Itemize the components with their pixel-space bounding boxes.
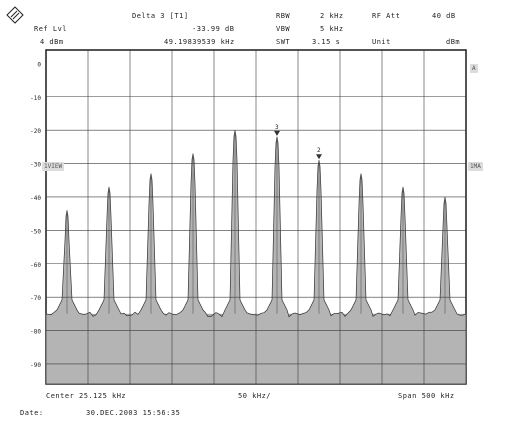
rbw-value: 2 kHz <box>320 12 344 20</box>
y-tick-label: -60 <box>30 262 41 269</box>
rohde-schwarz-logo-icon <box>6 6 24 24</box>
side-tag-1ma: 1MA <box>468 162 483 171</box>
unit-value: dBm <box>446 38 461 46</box>
marker-title: Delta 3 [T1] <box>132 12 189 20</box>
marker-3-icon <box>274 130 280 136</box>
y-tick-label: -50 <box>30 228 41 235</box>
delta-frequency: 49.19839539 kHz <box>164 38 235 46</box>
swt-label: SWT <box>276 38 291 46</box>
rbw-label: RBW <box>276 12 291 20</box>
y-tick-label: -10 <box>30 95 41 102</box>
marker-2-icon <box>316 154 322 160</box>
rf-att-value: 40 dB <box>432 12 456 20</box>
date-label: Date: <box>20 409 44 417</box>
ref-lvl-label: Ref Lvl <box>34 25 68 33</box>
y-tick-label: -40 <box>30 195 41 202</box>
center-frequency: Center 25.125 kHz <box>46 392 127 400</box>
frequency-per-division: 50 kHz/ <box>238 392 272 400</box>
marker-2-label: 2 <box>317 147 321 154</box>
span: Span 500 kHz <box>398 392 455 400</box>
delta-level: -33.99 dB <box>192 25 235 33</box>
y-tick-label: -70 <box>30 295 41 302</box>
side-tag-1view: 1VIEW <box>42 162 65 171</box>
side-tag-a: A <box>470 64 478 73</box>
y-tick-label: -90 <box>30 362 41 369</box>
date-value: 30.DEC.2003 15:56:35 <box>86 409 181 417</box>
swt-value: 3.15 s <box>312 38 341 46</box>
y-tick-label: -30 <box>30 162 41 169</box>
y-tick-label: -80 <box>30 329 41 336</box>
y-tick-label: -20 <box>30 128 41 135</box>
y-tick-label: 0 <box>37 61 41 68</box>
unit-label: Unit <box>372 38 391 46</box>
rf-att-label: RF Att <box>372 12 401 20</box>
marker-3-label: 3 <box>275 124 279 131</box>
vbw-label: VBW <box>276 25 291 33</box>
vbw-value: 5 kHz <box>320 25 344 33</box>
ref-lvl-value: 4 dBm <box>40 38 64 46</box>
